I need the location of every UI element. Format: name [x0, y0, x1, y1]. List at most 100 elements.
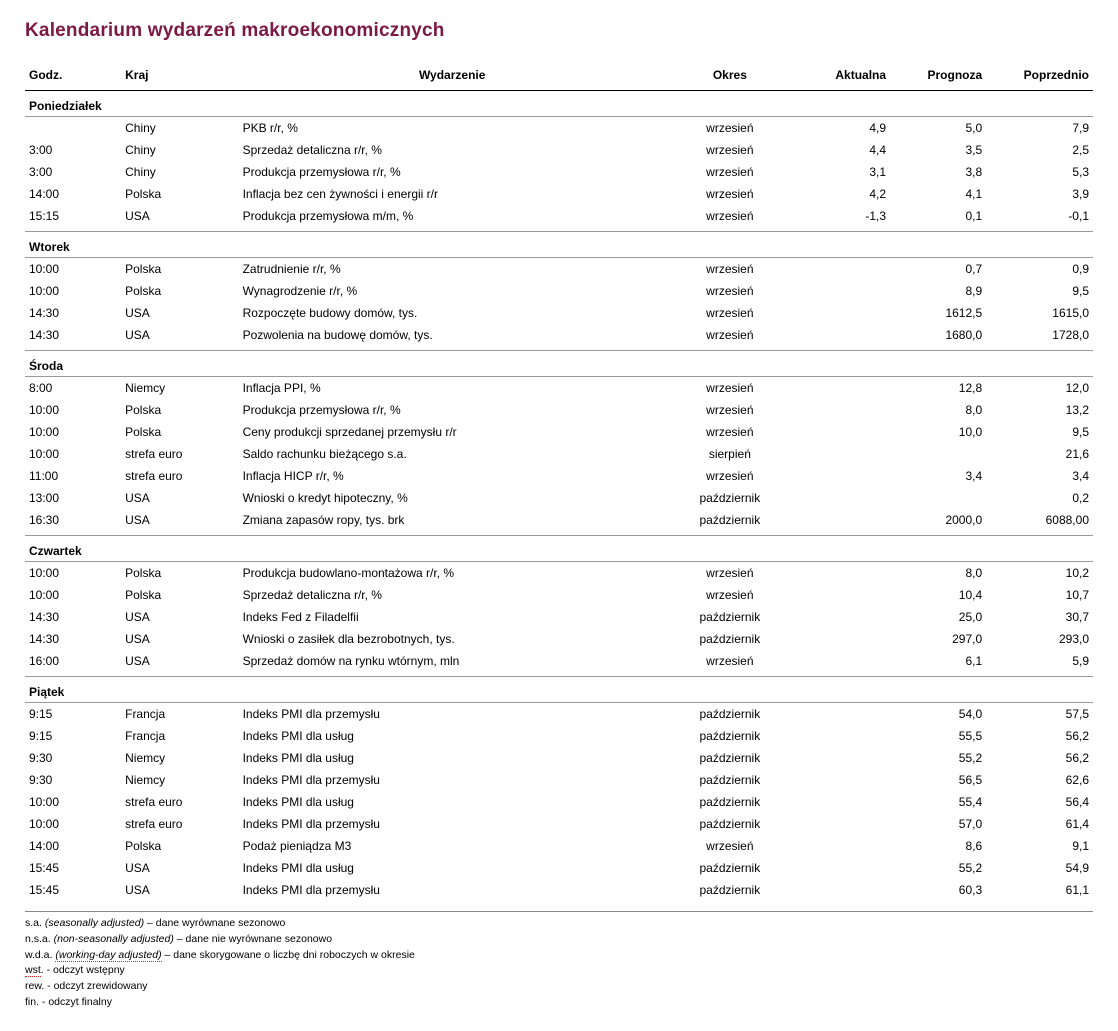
- cell-okres: październik: [666, 813, 794, 835]
- cell-okres: wrzesień: [666, 183, 794, 205]
- table-row: 14:00PolskaPodaż pieniądza M3wrzesień8,6…: [25, 835, 1093, 857]
- cell-kraj: USA: [121, 509, 238, 531]
- cell-kraj: Niemcy: [121, 769, 238, 791]
- cell-aktualna: [794, 747, 890, 769]
- calendar-table: Godz. Kraj Wydarzenie Okres Aktualna Pro…: [25, 62, 1093, 903]
- cell-aktualna: [794, 562, 890, 585]
- cell-okres: październik: [666, 703, 794, 726]
- cell-godz: 16:00: [25, 650, 121, 672]
- cell-kraj: USA: [121, 857, 238, 879]
- table-row: 3:00ChinySprzedaż detaliczna r/r, %wrzes…: [25, 139, 1093, 161]
- table-row: 9:15FrancjaIndeks PMI dla przemysłupaźdz…: [25, 703, 1093, 726]
- cell-okres: wrzesień: [666, 258, 794, 281]
- cell-okres: wrzesień: [666, 377, 794, 400]
- cell-wydarzenie: Produkcja przemysłowa m/m, %: [239, 205, 666, 227]
- cell-prognoza: 60,3: [890, 879, 986, 903]
- cell-okres: wrzesień: [666, 324, 794, 346]
- cell-godz: 15:15: [25, 205, 121, 227]
- cell-kraj: USA: [121, 487, 238, 509]
- cell-okres: październik: [666, 791, 794, 813]
- day-header: Czwartek: [25, 536, 1093, 562]
- cell-poprzednio: 30,7: [986, 606, 1093, 628]
- day-header: Piątek: [25, 677, 1093, 703]
- table-row: 14:00PolskaInflacja bez cen żywności i e…: [25, 183, 1093, 205]
- cell-wydarzenie: Inflacja PPI, %: [239, 377, 666, 400]
- cell-prognoza: 54,0: [890, 703, 986, 726]
- cell-poprzednio: 293,0: [986, 628, 1093, 650]
- cell-okres: wrzesień: [666, 302, 794, 324]
- col-kraj: Kraj: [121, 62, 238, 91]
- table-row: 14:30USAPozwolenia na budowę domów, tys.…: [25, 324, 1093, 346]
- cell-prognoza: 10,4: [890, 584, 986, 606]
- cell-aktualna: [794, 280, 890, 302]
- cell-poprzednio: 57,5: [986, 703, 1093, 726]
- cell-godz: 9:15: [25, 725, 121, 747]
- cell-prognoza: 8,6: [890, 835, 986, 857]
- cell-okres: wrzesień: [666, 399, 794, 421]
- cell-kraj: USA: [121, 324, 238, 346]
- cell-poprzednio: 0,2: [986, 487, 1093, 509]
- cell-poprzednio: 2,5: [986, 139, 1093, 161]
- cell-kraj: Francja: [121, 725, 238, 747]
- cell-okres: sierpień: [666, 443, 794, 465]
- cell-wydarzenie: Wnioski o kredyt hipoteczny, %: [239, 487, 666, 509]
- cell-okres: październik: [666, 747, 794, 769]
- cell-wydarzenie: Indeks PMI dla usług: [239, 725, 666, 747]
- cell-poprzednio: 10,7: [986, 584, 1093, 606]
- cell-prognoza: [890, 487, 986, 509]
- table-row: 10:00strefa euroSaldo rachunku bieżącego…: [25, 443, 1093, 465]
- cell-prognoza: 8,0: [890, 399, 986, 421]
- cell-aktualna: [794, 324, 890, 346]
- table-row: ChinyPKB r/r, %wrzesień4,95,07,9: [25, 117, 1093, 140]
- footnotes: s.a. (seasonally adjusted) – dane wyrówn…: [25, 911, 1093, 1011]
- cell-aktualna: 4,2: [794, 183, 890, 205]
- cell-wydarzenie: Ceny produkcji sprzedanej przemysłu r/r: [239, 421, 666, 443]
- cell-poprzednio: 3,9: [986, 183, 1093, 205]
- table-row: 15:45USAIndeks PMI dla przemysłupaździer…: [25, 879, 1093, 903]
- cell-aktualna: [794, 606, 890, 628]
- cell-godz: 10:00: [25, 443, 121, 465]
- cell-wydarzenie: Indeks PMI dla usług: [239, 747, 666, 769]
- cell-poprzednio: 61,4: [986, 813, 1093, 835]
- cell-kraj: Polska: [121, 280, 238, 302]
- day-header: Poniedziałek: [25, 91, 1093, 117]
- cell-wydarzenie: Pozwolenia na budowę domów, tys.: [239, 324, 666, 346]
- cell-aktualna: [794, 584, 890, 606]
- cell-aktualna: 3,1: [794, 161, 890, 183]
- table-row: 16:00USASprzedaż domów na rynku wtórnym,…: [25, 650, 1093, 672]
- cell-godz: 15:45: [25, 857, 121, 879]
- page-title: Kalendarium wydarzeń makroekonomicznych: [25, 20, 1093, 42]
- cell-okres: wrzesień: [666, 205, 794, 227]
- cell-okres: październik: [666, 769, 794, 791]
- cell-godz: 11:00: [25, 465, 121, 487]
- col-prognoza: Prognoza: [890, 62, 986, 91]
- cell-poprzednio: 5,9: [986, 650, 1093, 672]
- cell-wydarzenie: Indeks PMI dla przemysłu: [239, 769, 666, 791]
- table-row: 15:45USAIndeks PMI dla usługpaździernik5…: [25, 857, 1093, 879]
- cell-prognoza: 0,7: [890, 258, 986, 281]
- cell-okres: październik: [666, 725, 794, 747]
- day-header: Środa: [25, 351, 1093, 377]
- cell-prognoza: 1680,0: [890, 324, 986, 346]
- cell-okres: październik: [666, 487, 794, 509]
- cell-aktualna: [794, 628, 890, 650]
- cell-kraj: Chiny: [121, 117, 238, 140]
- cell-aktualna: [794, 769, 890, 791]
- cell-wydarzenie: Produkcja przemysłowa r/r, %: [239, 399, 666, 421]
- cell-poprzednio: 56,2: [986, 725, 1093, 747]
- cell-okres: październik: [666, 857, 794, 879]
- cell-prognoza: 5,0: [890, 117, 986, 140]
- cell-prognoza: 3,8: [890, 161, 986, 183]
- cell-wydarzenie: Wynagrodzenie r/r, %: [239, 280, 666, 302]
- cell-godz: 16:30: [25, 509, 121, 531]
- cell-okres: wrzesień: [666, 117, 794, 140]
- cell-aktualna: [794, 725, 890, 747]
- cell-aktualna: [794, 487, 890, 509]
- cell-aktualna: [794, 465, 890, 487]
- cell-wydarzenie: PKB r/r, %: [239, 117, 666, 140]
- cell-godz: [25, 117, 121, 140]
- cell-prognoza: 25,0: [890, 606, 986, 628]
- cell-prognoza: 12,8: [890, 377, 986, 400]
- cell-aktualna: [794, 421, 890, 443]
- cell-aktualna: 4,4: [794, 139, 890, 161]
